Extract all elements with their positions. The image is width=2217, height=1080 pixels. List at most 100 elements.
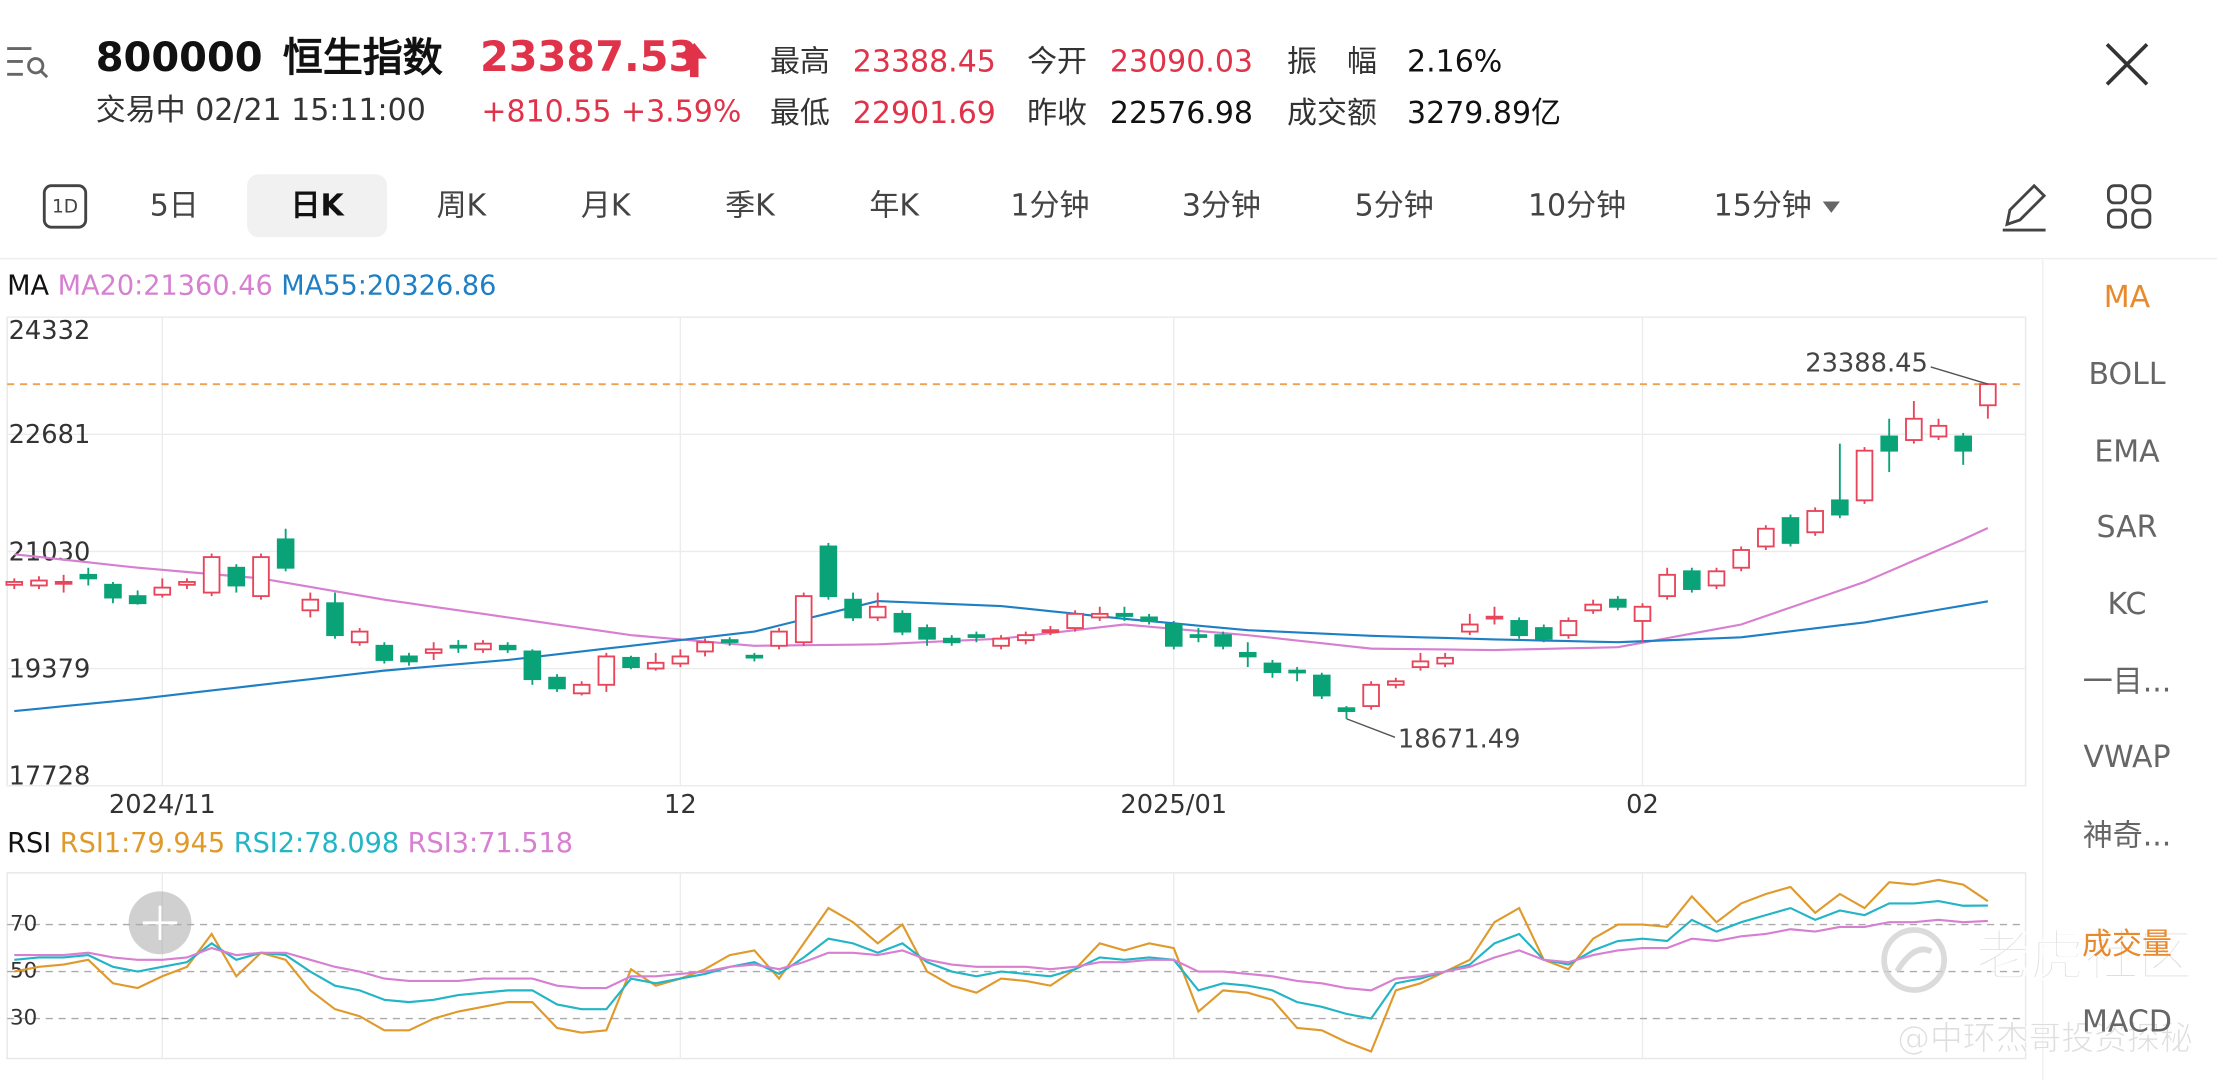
candle-body bbox=[153, 586, 172, 596]
candle-body bbox=[1041, 629, 1060, 633]
candle-body bbox=[1905, 417, 1923, 441]
interval-tab[interactable]: 5日 bbox=[150, 189, 199, 224]
add-indicator-button[interactable] bbox=[128, 891, 192, 955]
candle-body bbox=[1189, 634, 1208, 638]
candle-body bbox=[252, 556, 270, 598]
watermark: 老虎社区 @中环杰哥投资探秘 bbox=[1881, 924, 2193, 1058]
indicator-option[interactable]: SAR bbox=[2097, 510, 2158, 545]
candle-body bbox=[844, 598, 862, 619]
interval-tab[interactable]: 周K bbox=[437, 189, 488, 224]
candle-body bbox=[1855, 449, 1874, 502]
candle-body bbox=[1781, 517, 1800, 544]
candle-body bbox=[942, 637, 961, 644]
candle-body bbox=[1510, 620, 1528, 637]
draw-tool-icon[interactable] bbox=[2002, 183, 2047, 232]
candle-body bbox=[1362, 683, 1380, 708]
candle-body bbox=[992, 637, 1010, 647]
stat-value: 3279.89亿 bbox=[1407, 96, 1561, 131]
indicator-option[interactable]: BOLL bbox=[2088, 357, 2165, 392]
stat-label: 振 幅 bbox=[1287, 44, 1377, 79]
interval-tab[interactable]: 日K bbox=[291, 189, 346, 224]
annotation-leader bbox=[1346, 718, 1396, 738]
moving-average-line bbox=[14, 600, 1989, 713]
watermark-author: @中环杰哥投资探秘 bbox=[1897, 1019, 2193, 1057]
candle-body bbox=[375, 644, 394, 661]
indicator-option[interactable]: 一目... bbox=[2083, 664, 2172, 699]
indicator-option[interactable]: VWAP bbox=[2083, 740, 2170, 775]
candle-body bbox=[1090, 612, 1109, 619]
price-change: +810.55 +3.59% bbox=[481, 94, 741, 129]
layout-icon[interactable] bbox=[2107, 184, 2152, 229]
rsi-panel bbox=[6, 872, 2027, 1060]
legend-entry: RSI1:79.945 bbox=[60, 828, 225, 859]
indicator-option[interactable]: EMA bbox=[2094, 434, 2160, 469]
candle-body bbox=[1609, 598, 1627, 608]
interval-tab[interactable]: 月K bbox=[581, 189, 632, 224]
candle-body bbox=[1757, 527, 1775, 548]
plots: 2024/11 12 2025/01 02 24332 22681 21030 19379 17… bbox=[5, 271, 2026, 1059]
indicator-option[interactable]: KC bbox=[2108, 587, 2147, 622]
candle-body bbox=[400, 655, 418, 663]
annotation-label: 18671.49 bbox=[1398, 725, 1521, 755]
close-button[interactable] bbox=[2105, 43, 2149, 86]
interval-tab[interactable]: 5分钟 bbox=[1355, 189, 1434, 224]
stat-value: 22576.98 bbox=[1110, 96, 1253, 131]
stat-label: 最高 bbox=[770, 44, 830, 79]
candle-body bbox=[1979, 383, 1997, 407]
stock-code: 800000 bbox=[96, 35, 263, 81]
candle-body bbox=[5, 581, 24, 586]
legend-entry: MA55:20326.86 bbox=[281, 271, 496, 302]
candle-body bbox=[1288, 669, 1306, 674]
menu-icon[interactable] bbox=[7, 47, 49, 79]
candle-body bbox=[1387, 680, 1405, 686]
candle-body bbox=[1140, 616, 1158, 622]
interval-tab[interactable]: 3分钟 bbox=[1182, 189, 1261, 224]
y-tick-label: 24332 bbox=[9, 316, 91, 346]
candle-body bbox=[1831, 499, 1849, 516]
interval-tab[interactable]: 10分钟 bbox=[1528, 189, 1626, 224]
indicator-option[interactable]: MACD bbox=[2082, 1004, 2172, 1039]
candle-body bbox=[1214, 634, 1232, 647]
candle-body bbox=[202, 556, 221, 594]
candle-body bbox=[1436, 656, 1454, 665]
candle-body bbox=[646, 661, 665, 670]
candle-body bbox=[745, 654, 764, 659]
indicator-option[interactable]: MA bbox=[2104, 280, 2151, 315]
candle-body bbox=[1066, 612, 1084, 629]
candle-body bbox=[1806, 510, 1824, 534]
indicator-option[interactable]: KDJ bbox=[2101, 1079, 2153, 1080]
indicator-option[interactable]: 神奇... bbox=[2083, 819, 2172, 854]
panel-title: MA bbox=[7, 271, 49, 302]
stat-label: 今开 bbox=[1027, 44, 1087, 79]
interval-tab[interactable]: 季K bbox=[725, 189, 776, 224]
candle-body bbox=[301, 598, 320, 612]
dropdown-caret[interactable] bbox=[1822, 201, 1840, 213]
candle-body bbox=[79, 573, 98, 580]
stat-value: 23388.45 bbox=[853, 44, 996, 79]
candle-body bbox=[918, 627, 936, 640]
candle-body bbox=[498, 644, 517, 651]
candle-body bbox=[1016, 634, 1035, 642]
candle-body bbox=[794, 595, 813, 644]
candle-body bbox=[1732, 549, 1750, 569]
interval-icon[interactable]: 1D bbox=[42, 184, 88, 229]
interval-tab[interactable]: 1分钟 bbox=[1010, 189, 1089, 224]
candle-body bbox=[770, 630, 788, 647]
annotation-label: 23388.45 bbox=[1805, 349, 1928, 379]
candle-body bbox=[1337, 707, 1356, 712]
candle-body bbox=[1411, 660, 1430, 669]
candle-body bbox=[449, 644, 468, 649]
interval-tab[interactable]: 15分钟 bbox=[1714, 189, 1812, 224]
interval-tab[interactable]: 年K bbox=[869, 189, 920, 224]
indicator-option[interactable]: 成交量 bbox=[2082, 927, 2172, 962]
rsi-line bbox=[14, 899, 1988, 1020]
candle-body bbox=[1929, 424, 1948, 438]
y-tick-label: 22681 bbox=[9, 420, 91, 450]
candle-body bbox=[178, 581, 196, 586]
x-tick-label: 2025/01 bbox=[1120, 790, 1227, 820]
candle-body bbox=[1954, 435, 1972, 452]
candle-body bbox=[572, 683, 591, 695]
rsi-line bbox=[14, 918, 1988, 992]
